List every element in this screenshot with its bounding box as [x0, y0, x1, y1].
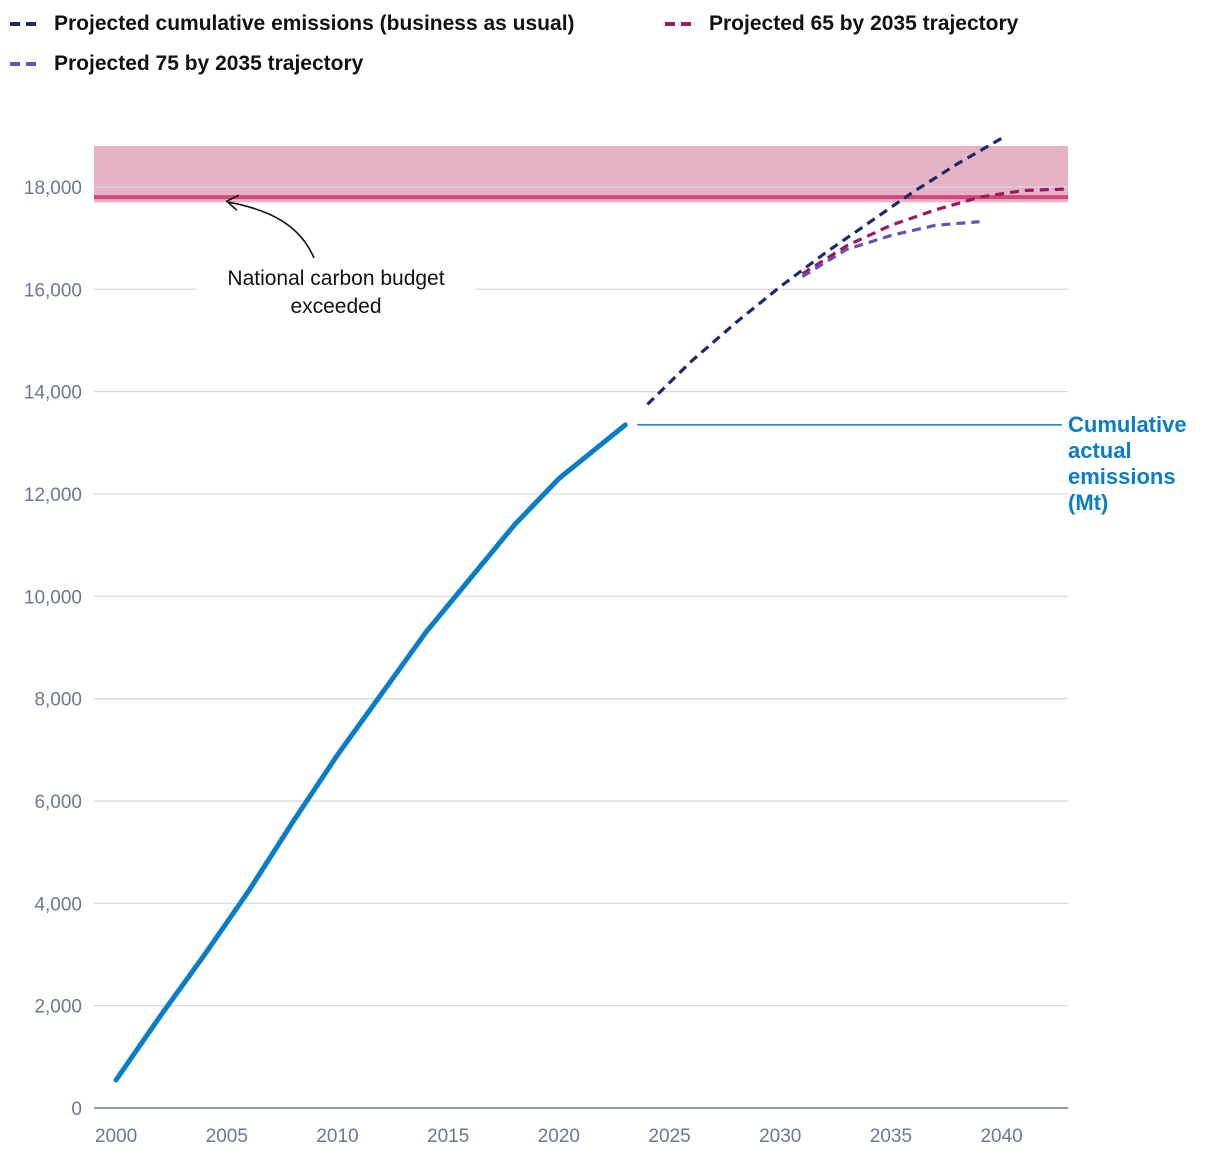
legend-label-75-by-2035: Projected 75 by 2035 trajectory — [54, 52, 364, 75]
annotation-arrow — [228, 201, 315, 259]
x-tick-label-2035: 2035 — [870, 1126, 912, 1147]
x-tick-label-2030: 2030 — [759, 1126, 801, 1147]
y-tick-label-18000: 18,000 — [24, 178, 82, 199]
series-label-line-2: actual — [1068, 438, 1132, 463]
y-tick-label-0: 0 — [71, 1099, 82, 1120]
y-tick-label-2000: 2,000 — [34, 997, 82, 1018]
series-line-0 — [113, 422, 628, 1083]
legend-item-65-by-2035: Projected 65 by 2035 trajectory — [665, 12, 1018, 36]
series-label-line-4: (Mt) — [1068, 490, 1108, 515]
y-tick-label-6000: 6,000 — [34, 792, 82, 813]
series-label-line-3: emissions — [1068, 464, 1176, 489]
x-tick-label-2040: 2040 — [980, 1126, 1022, 1147]
annotation-arrowhead — [225, 194, 240, 211]
legend-label-business-as-usual: Projected cumulative emissions (business… — [54, 12, 575, 35]
annotation-line-1: National carbon budget — [227, 267, 444, 290]
series-line-3 — [801, 220, 980, 278]
x-tick-label-2025: 2025 — [648, 1126, 690, 1147]
x-tick-label-2020: 2020 — [538, 1126, 580, 1147]
y-tick-label-10000: 10,000 — [24, 587, 82, 608]
y-tick-label-16000: 16,000 — [24, 280, 82, 301]
y-tick-label-8000: 8,000 — [34, 690, 82, 711]
legend-item-business-as-usual: Projected cumulative emissions (business… — [10, 12, 575, 36]
legend-swatch-65-by-2035 — [665, 22, 695, 26]
x-tick-label-2000: 2000 — [95, 1126, 137, 1147]
legend-label-65-by-2035: Projected 65 by 2035 trajectory — [709, 12, 1019, 35]
y-tick-label-12000: 12,000 — [24, 485, 82, 506]
y-tick-label-4000: 4,000 — [34, 894, 82, 915]
series-line-1 — [646, 136, 1003, 406]
x-tick-label-2005: 2005 — [206, 1126, 248, 1147]
legend-swatch-business-as-usual — [10, 22, 40, 26]
annotation-line-2: exceeded — [290, 295, 381, 318]
legend-item-75-by-2035: Projected 75 by 2035 trajectory — [10, 52, 363, 76]
annotation-background — [196, 263, 476, 323]
series-label-line-1: Cumulative — [1068, 412, 1187, 437]
x-tick-label-2010: 2010 — [316, 1126, 358, 1147]
x-tick-label-2015: 2015 — [427, 1126, 469, 1147]
y-tick-label-14000: 14,000 — [24, 383, 82, 404]
legend-swatch-75-by-2035 — [10, 62, 40, 66]
series-line-2 — [801, 187, 1069, 276]
carbon-budget-band — [94, 146, 1068, 203]
